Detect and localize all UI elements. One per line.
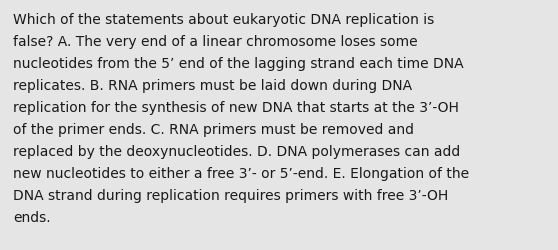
Text: replaced by the deoxynucleotides. D. DNA polymerases can add: replaced by the deoxynucleotides. D. DNA… — [13, 144, 460, 158]
Text: ends.: ends. — [13, 210, 51, 224]
Text: of the primer ends. C. RNA primers must be removed and: of the primer ends. C. RNA primers must … — [13, 122, 414, 136]
Text: false? A. The very end of a linear chromosome loses some: false? A. The very end of a linear chrom… — [13, 35, 417, 49]
Text: DNA strand during replication requires primers with free 3’-OH: DNA strand during replication requires p… — [13, 188, 448, 202]
Text: replication for the synthesis of new DNA that starts at the 3’-OH: replication for the synthesis of new DNA… — [13, 100, 459, 114]
Text: new nucleotides to either a free 3’- or 5’-end. E. Elongation of the: new nucleotides to either a free 3’- or … — [13, 166, 469, 180]
Text: nucleotides from the 5’ end of the lagging strand each time DNA: nucleotides from the 5’ end of the laggi… — [13, 57, 464, 71]
Text: replicates. B. RNA primers must be laid down during DNA: replicates. B. RNA primers must be laid … — [13, 79, 412, 93]
Text: Which of the statements about eukaryotic DNA replication is: Which of the statements about eukaryotic… — [13, 13, 434, 27]
